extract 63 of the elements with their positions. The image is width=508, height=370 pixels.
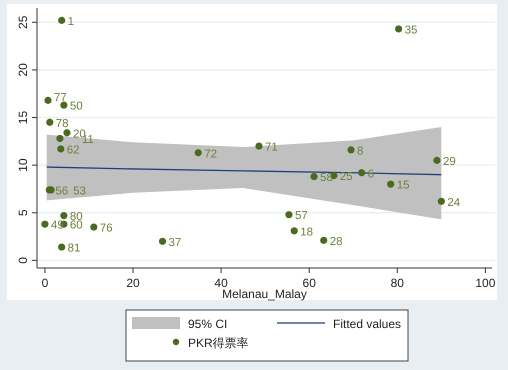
annotation: 76	[100, 222, 113, 235]
point	[290, 227, 298, 234]
point	[60, 212, 68, 220]
annotation: 58	[320, 172, 333, 184]
annotation: 77	[54, 92, 67, 104]
x-tick-label: 100	[475, 276, 496, 290]
annotation: 53	[73, 185, 86, 198]
point	[46, 118, 54, 126]
x-tick-label: 20	[126, 276, 140, 290]
annotation: 81	[68, 242, 80, 255]
annotation: 71	[264, 142, 278, 154]
point	[56, 134, 64, 142]
point	[320, 236, 328, 244]
point	[395, 25, 402, 33]
point	[285, 211, 293, 218]
point	[58, 243, 66, 251]
y-tick-label: 10	[16, 158, 30, 172]
annotation: 78	[56, 118, 69, 130]
text: 95% CI	[188, 317, 228, 331]
point	[63, 129, 71, 136]
annotation: 62	[66, 144, 80, 156]
point	[438, 198, 445, 205]
annotation: 37	[168, 236, 182, 249]
point	[90, 223, 98, 231]
y-tick-label: 5	[16, 209, 30, 216]
annotation: 15	[396, 180, 410, 192]
x-axis-title: Melanau_Malay	[222, 287, 307, 301]
annotation: 28	[330, 236, 343, 248]
annotation: 35	[404, 24, 418, 36]
point	[41, 220, 49, 228]
x-tick-label: 80	[390, 276, 404, 290]
point	[433, 156, 441, 164]
point	[358, 169, 366, 176]
y-tick-label: 0	[16, 256, 30, 264]
legend-label: Fitted values	[333, 317, 402, 331]
point	[58, 16, 66, 24]
annotation: 72	[204, 148, 218, 160]
annotation: 56	[55, 185, 68, 198]
annotation: 29	[442, 156, 456, 168]
annotation: 25	[340, 171, 353, 184]
point	[60, 102, 68, 109]
annotation: 1	[68, 16, 74, 28]
point	[255, 142, 263, 150]
annotation: 57	[294, 210, 308, 222]
y-tick-label: 20	[16, 62, 30, 77]
point	[158, 238, 166, 245]
x-tick-label: 40	[214, 276, 228, 290]
y-tick-label: 25	[16, 15, 30, 29]
annotation: 8	[357, 145, 364, 158]
point	[57, 145, 64, 153]
point	[194, 149, 202, 156]
point	[310, 172, 318, 180]
point	[44, 96, 52, 104]
x-tick-label: 0	[42, 276, 49, 290]
point	[347, 146, 355, 154]
annotation: 50	[70, 100, 83, 113]
annotation: 49	[50, 220, 64, 232]
annotation: 18	[300, 226, 314, 238]
point	[387, 180, 394, 188]
x-tick-label: 60	[302, 276, 316, 290]
legend-label: PKR得票率	[188, 336, 249, 350]
y-tick-label: 15	[16, 110, 30, 124]
annotation: 24	[447, 196, 461, 209]
